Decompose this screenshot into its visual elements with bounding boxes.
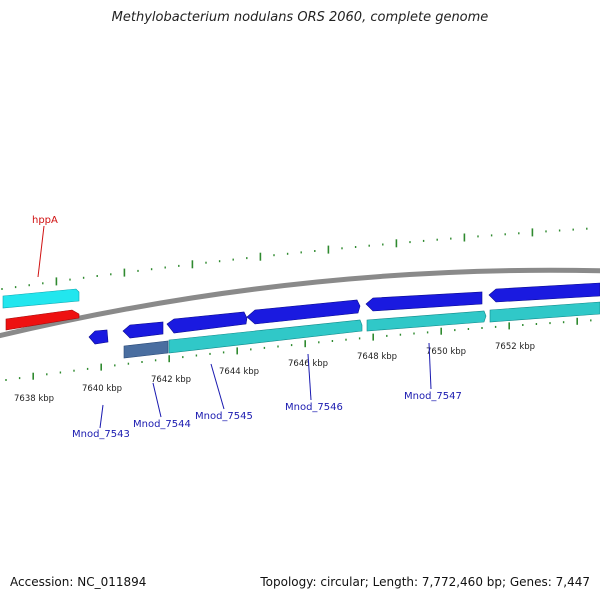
gene-pseudo[interactable]: [123, 340, 169, 359]
gene-forward[interactable]: [488, 282, 600, 303]
gene-forward[interactable]: [365, 291, 483, 312]
gene-forward[interactable]: [166, 311, 248, 334]
gene-forward[interactable]: [88, 329, 109, 345]
gene-label-mnod-7547[interactable]: Mnod_7547: [404, 391, 462, 402]
gene-label-hppA[interactable]: hppA: [32, 215, 58, 226]
accession-text: Accession: NC_011894: [10, 575, 147, 589]
scale-label: 7648 kbp: [357, 352, 397, 362]
scale-label: 7652 kbp: [495, 342, 535, 352]
label-leader-lines: [37, 225, 432, 429]
scale-label: 7646 kbp: [288, 359, 328, 369]
scale-labels: 7638 kbp 7640 kbp 7642 kbp 7644 kbp 7646…: [14, 342, 535, 404]
gene-label-mnod-7543[interactable]: Mnod_7543: [72, 429, 130, 440]
scale-label: 7642 kbp: [151, 375, 191, 385]
genome-summary-text: Topology: circular; Length: 7,772,460 bp…: [260, 575, 590, 589]
gene-label-mnod-7545[interactable]: Mnod_7545: [195, 411, 253, 422]
scale-label: 7650 kbp: [426, 347, 466, 357]
scale-label: 7640 kbp: [82, 384, 122, 394]
gene-reverse[interactable]: [366, 310, 487, 332]
map-title: Methylobacterium nodulans ORS 2060, comp…: [111, 10, 489, 25]
gene-hppA-cyan[interactable]: [2, 288, 80, 309]
scale-label: 7638 kbp: [14, 394, 54, 404]
gene-forward[interactable]: [246, 299, 361, 325]
gene-label-mnod-7544[interactable]: Mnod_7544: [133, 419, 191, 430]
gene-reverse[interactable]: [168, 319, 363, 354]
inner-tick-marks: [5, 317, 592, 381]
outer-tick-marks: [1, 227, 588, 290]
scale-label: 7644 kbp: [219, 367, 259, 377]
gene-label-mnod-7546[interactable]: Mnod_7546: [285, 402, 343, 413]
gene-reverse[interactable]: [489, 301, 600, 323]
gene-forward[interactable]: [122, 321, 164, 339]
gene-hppA-red[interactable]: [5, 309, 80, 331]
